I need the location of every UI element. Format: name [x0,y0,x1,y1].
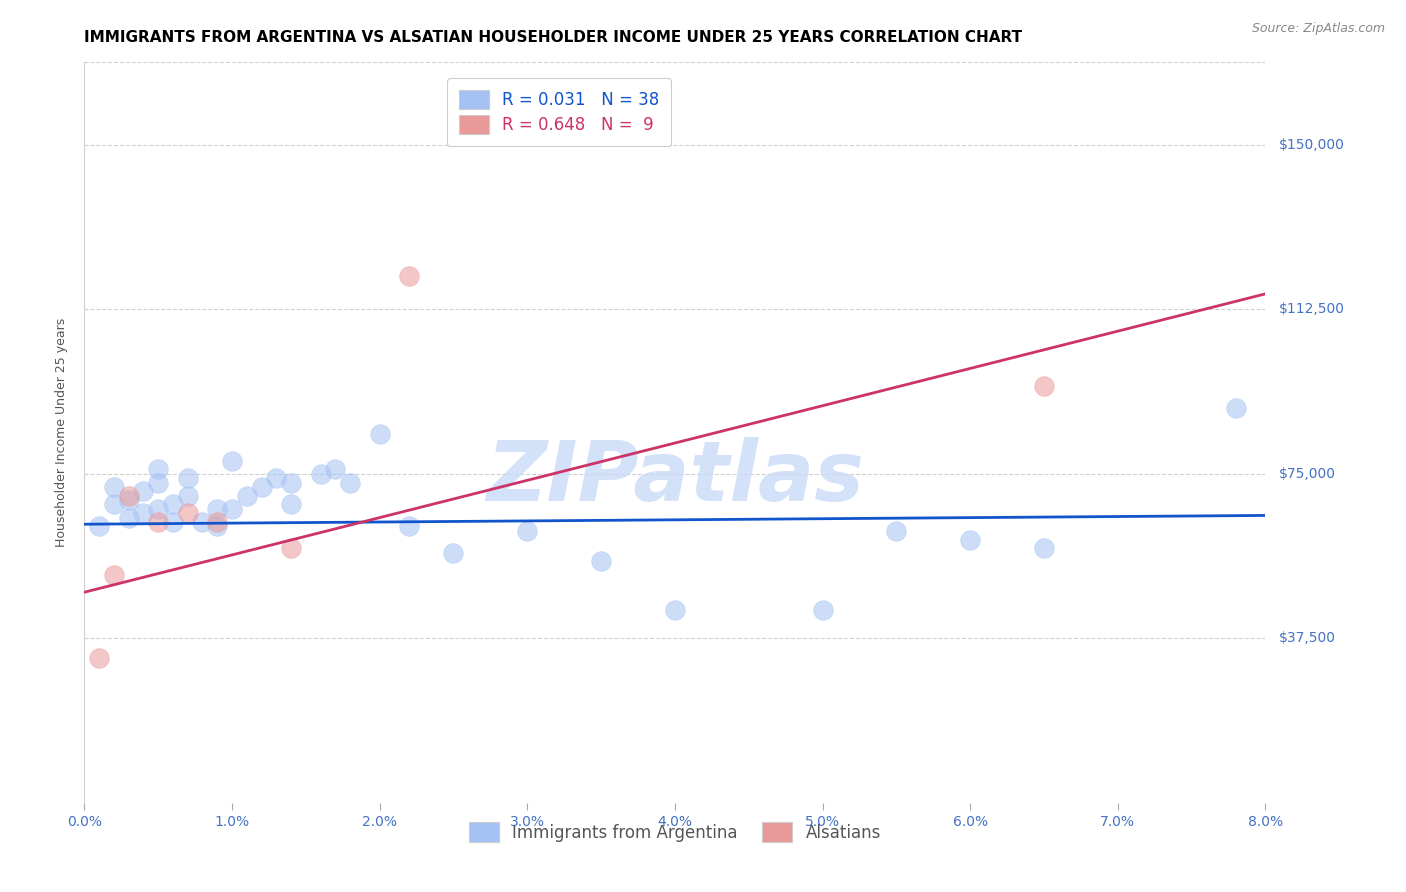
Point [325,462,347,476]
Point [207,501,229,516]
Point [280,541,302,556]
Text: Source: ZipAtlas.com: Source: ZipAtlas.com [1251,22,1385,36]
Point [664,603,686,617]
Point [591,554,613,568]
Point [280,475,302,490]
Point [132,506,155,520]
Point [250,480,273,494]
Point [207,515,229,529]
Legend: Immigrants from Argentina, Alsatians: Immigrants from Argentina, Alsatians [460,814,890,850]
Point [103,498,125,512]
Point [1033,379,1056,393]
Text: $112,500: $112,500 [1279,302,1346,317]
Point [162,498,184,512]
Point [1033,541,1056,556]
Point [368,427,391,442]
Point [103,480,125,494]
Point [516,524,538,538]
Point [118,489,141,503]
Point [148,475,170,490]
Point [221,501,243,516]
Text: $75,000: $75,000 [1279,467,1336,481]
Text: $37,500: $37,500 [1279,632,1336,645]
Point [339,475,361,490]
Point [280,498,302,512]
Point [235,489,259,503]
Y-axis label: Householder Income Under 25 years: Householder Income Under 25 years [55,318,69,548]
Point [221,453,243,467]
Point [959,533,981,547]
Point [811,603,834,617]
Point [207,519,229,533]
Point [148,501,170,516]
Point [162,515,184,529]
Point [87,651,111,665]
Point [148,515,170,529]
Point [309,467,332,481]
Point [191,515,214,529]
Text: IMMIGRANTS FROM ARGENTINA VS ALSATIAN HOUSEHOLDER INCOME UNDER 25 YEARS CORRELAT: IMMIGRANTS FROM ARGENTINA VS ALSATIAN HO… [84,29,1022,45]
Point [264,471,288,485]
Point [443,546,465,560]
Point [886,524,908,538]
Point [1225,401,1247,415]
Point [177,506,200,520]
Point [87,519,111,533]
Point [398,269,420,284]
Point [132,484,155,499]
Text: $150,000: $150,000 [1279,137,1346,152]
Point [118,493,141,508]
Point [177,471,200,485]
Point [398,519,420,533]
Point [177,489,200,503]
Point [118,510,141,524]
Point [103,567,125,582]
Point [148,462,170,476]
Text: ZIPatlas: ZIPatlas [486,436,863,517]
